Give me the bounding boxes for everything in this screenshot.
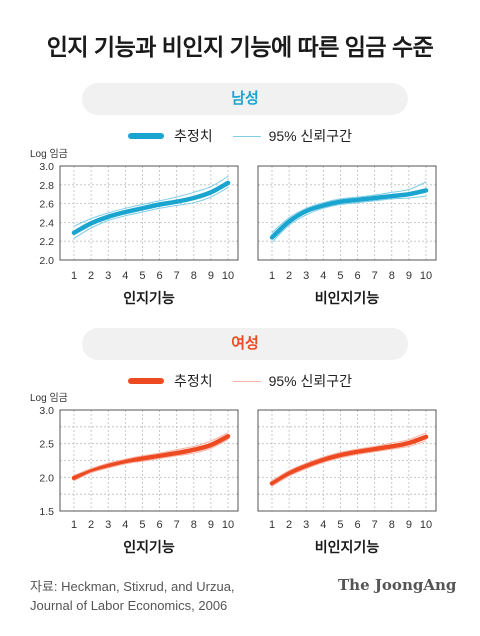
- source-line-2: Journal of Labor Economics, 2006: [30, 598, 228, 613]
- legend-female: 추정치 95% 신뢰구간: [0, 371, 480, 391]
- x-tick-label: 8: [389, 519, 395, 531]
- y-tick-label: 2.8: [39, 180, 54, 192]
- series-ci-lower-line: [73, 187, 229, 239]
- y-tick-label: 1.5: [39, 506, 54, 518]
- y-tick-label: 2.0: [39, 472, 54, 484]
- x-tick-label: 7: [174, 270, 180, 282]
- x-tick-label: 4: [122, 519, 128, 531]
- x-axis-label: 비인지기능: [315, 290, 380, 306]
- series-estimate-line: [269, 434, 429, 486]
- legend-ci-swatch: [232, 135, 261, 137]
- series-ci-lower-line: [271, 440, 427, 487]
- x-tick-label: 6: [156, 270, 162, 282]
- y-tick-label: 2.2: [39, 236, 54, 248]
- x-tick-label: 8: [191, 270, 197, 282]
- x-tick-label: 4: [122, 270, 128, 282]
- x-tick-label: 1: [269, 270, 275, 282]
- series-ci-lower-line: [73, 439, 229, 482]
- plot-frame: [257, 409, 437, 512]
- series-estimate-line: [71, 434, 231, 481]
- legend-ci-label: 95% 신뢰구간: [268, 128, 353, 144]
- legend-estimate-swatch: [127, 378, 164, 384]
- x-tick-label: 6: [354, 519, 360, 531]
- x-tick-label: 9: [406, 519, 412, 531]
- x-tick-label: 7: [372, 519, 378, 531]
- x-tick-label: 9: [208, 270, 214, 282]
- x-tick-label: 7: [372, 270, 378, 282]
- series-ci-upper-line: [271, 181, 427, 234]
- plot-frame: [59, 165, 239, 261]
- legend-ci-swatch: [232, 380, 261, 382]
- y-tick-label: 2.5: [39, 439, 54, 451]
- x-axis-label: 인지기능: [123, 539, 175, 555]
- x-tick-label: 5: [139, 519, 145, 531]
- legend-estimate-label: 추정치: [173, 373, 213, 389]
- x-tick-label: 10: [222, 519, 234, 531]
- x-tick-label: 1: [71, 270, 77, 282]
- x-tick-label: 5: [337, 270, 343, 282]
- x-tick-label: 3: [105, 519, 111, 531]
- x-tick-label: 2: [286, 519, 292, 531]
- page-title: 인지 기능과 비인지 기능에 따른 임금 수준: [46, 34, 434, 60]
- plot-frame: [257, 165, 437, 261]
- x-tick-label: 6: [354, 270, 360, 282]
- x-tick-label: 3: [303, 519, 309, 531]
- series-ci-lower-line: [271, 195, 427, 243]
- x-tick-label: 4: [320, 519, 326, 531]
- x-tick-label: 3: [105, 270, 111, 282]
- y-tick-label: 2.0: [39, 255, 54, 267]
- y-tick-label: 2.4: [39, 217, 54, 229]
- x-tick-label: 3: [303, 270, 309, 282]
- x-tick-label: 2: [88, 519, 94, 531]
- section-header-male: 남성: [82, 83, 408, 115]
- x-tick-label: 5: [139, 270, 145, 282]
- x-tick-label: 5: [337, 519, 343, 531]
- x-tick-label: 8: [191, 519, 197, 531]
- x-tick-label: 10: [222, 270, 234, 282]
- x-tick-label: 1: [269, 519, 275, 531]
- legend-ci-label: 95% 신뢰구간: [268, 373, 353, 389]
- x-axis-label: 인지기능: [123, 290, 175, 306]
- x-tick-label: 10: [420, 270, 432, 282]
- legend-male: 추정치 95% 신뢰구간: [0, 126, 480, 146]
- x-tick-label: 8: [389, 270, 395, 282]
- y-tick-label: 3.0: [39, 161, 54, 173]
- y-tick-label: 3.0: [39, 405, 54, 417]
- legend-estimate-label: 추정치: [173, 128, 213, 144]
- series-ci-upper-line: [73, 175, 229, 227]
- y-axis-label-male: Log 임금: [30, 149, 68, 160]
- x-tick-label: 1: [71, 519, 77, 531]
- source-line-1: 자료: Heckman, Stixrud, and Urzua,: [30, 579, 235, 594]
- y-axis-label-female: Log 임금: [30, 393, 68, 404]
- source-note: 자료: Heckman, Stixrud, and Urzua, Journal…: [30, 577, 235, 615]
- y-tick-label: 2.6: [39, 199, 54, 211]
- publisher-logo: The JoongAng: [338, 576, 457, 594]
- x-tick-label: 7: [174, 519, 180, 531]
- x-tick-label: 9: [208, 519, 214, 531]
- x-tick-label: 10: [420, 519, 432, 531]
- plot-frame: [59, 409, 239, 512]
- series-ci-upper-line: [271, 432, 427, 482]
- legend-estimate-swatch: [127, 133, 164, 139]
- x-tick-label: 4: [320, 270, 326, 282]
- series-estimate-line: [71, 180, 231, 235]
- section-header-female: 여성: [82, 328, 408, 360]
- series-estimate-line: [269, 188, 429, 240]
- x-tick-label: 9: [406, 270, 412, 282]
- x-axis-label: 비인지기능: [315, 539, 380, 555]
- x-tick-label: 6: [156, 519, 162, 531]
- x-tick-label: 2: [286, 270, 292, 282]
- x-tick-label: 2: [88, 270, 94, 282]
- series-ci-upper-line: [73, 432, 229, 476]
